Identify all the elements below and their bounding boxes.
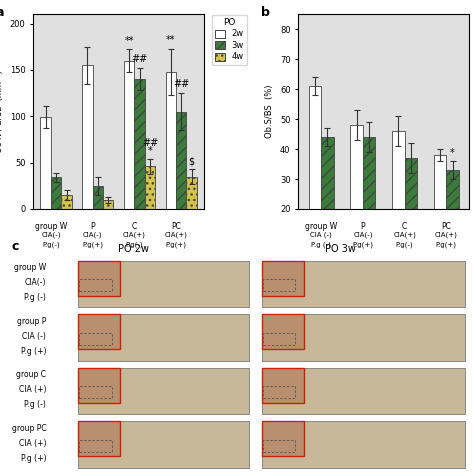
Text: ##: ## bbox=[131, 54, 148, 64]
Text: *: * bbox=[147, 146, 152, 156]
Bar bbox=[51, 178, 61, 209]
FancyBboxPatch shape bbox=[263, 421, 465, 468]
Text: P.g (-): P.g (-) bbox=[24, 294, 46, 303]
FancyBboxPatch shape bbox=[263, 421, 304, 456]
Bar bbox=[363, 137, 375, 269]
Bar bbox=[134, 79, 145, 209]
Bar bbox=[40, 117, 51, 209]
Text: P.g(-): P.g(-) bbox=[42, 241, 60, 247]
Text: P.g(-): P.g(-) bbox=[396, 241, 413, 247]
Text: C: C bbox=[132, 222, 137, 231]
Bar bbox=[103, 200, 113, 209]
Text: group W: group W bbox=[35, 222, 67, 231]
Text: PC: PC bbox=[441, 222, 451, 231]
Text: b: b bbox=[261, 7, 270, 19]
Text: P.g (+): P.g (+) bbox=[21, 454, 46, 463]
Bar bbox=[186, 177, 197, 209]
Text: CIA (+): CIA (+) bbox=[19, 385, 46, 394]
Text: P.g (-): P.g (-) bbox=[24, 400, 46, 409]
Text: c: c bbox=[12, 240, 19, 253]
Text: C: C bbox=[402, 222, 407, 231]
Bar bbox=[321, 137, 334, 269]
Y-axis label: Ob.S/BS  (%): Ob.S/BS (%) bbox=[265, 85, 274, 138]
Text: P: P bbox=[361, 222, 365, 231]
Bar bbox=[405, 158, 417, 269]
Text: CIA(+): CIA(+) bbox=[164, 231, 188, 238]
Bar bbox=[447, 170, 459, 269]
Text: $: $ bbox=[189, 156, 195, 166]
Text: CIA(+): CIA(+) bbox=[123, 231, 146, 238]
Text: P: P bbox=[91, 222, 95, 231]
Bar bbox=[145, 166, 155, 209]
Text: *: * bbox=[450, 148, 455, 158]
Text: P.g(+): P.g(+) bbox=[436, 241, 457, 247]
Text: CIA(+): CIA(+) bbox=[435, 231, 458, 238]
Text: ##: ## bbox=[173, 79, 190, 89]
Text: P.g (-): P.g (-) bbox=[311, 241, 331, 247]
Text: CIA(-): CIA(-) bbox=[83, 231, 102, 238]
Text: CIA (-): CIA (-) bbox=[310, 231, 332, 238]
Bar bbox=[165, 72, 176, 209]
FancyBboxPatch shape bbox=[78, 421, 120, 456]
Text: **: ** bbox=[166, 35, 175, 45]
Text: P.g(+): P.g(+) bbox=[165, 241, 187, 247]
Bar bbox=[392, 131, 405, 269]
Text: CIA(+): CIA(+) bbox=[393, 231, 416, 238]
Bar bbox=[176, 112, 186, 209]
Text: P.g(-): P.g(-) bbox=[126, 241, 143, 247]
Bar bbox=[309, 86, 321, 269]
Text: CIA(-): CIA(-) bbox=[353, 231, 373, 238]
FancyBboxPatch shape bbox=[78, 261, 248, 307]
Text: CIA(-): CIA(-) bbox=[41, 231, 61, 238]
Bar bbox=[61, 195, 72, 209]
FancyBboxPatch shape bbox=[78, 314, 248, 361]
Text: CIA (+): CIA (+) bbox=[19, 439, 46, 448]
FancyBboxPatch shape bbox=[78, 368, 248, 414]
Text: CIA (-): CIA (-) bbox=[22, 332, 46, 341]
Text: PO 2w: PO 2w bbox=[118, 245, 149, 255]
Text: **: ** bbox=[124, 36, 134, 46]
Text: group P: group P bbox=[17, 317, 46, 326]
Bar bbox=[124, 61, 134, 209]
FancyBboxPatch shape bbox=[78, 314, 120, 349]
FancyBboxPatch shape bbox=[263, 261, 465, 307]
FancyBboxPatch shape bbox=[263, 314, 304, 349]
Bar bbox=[350, 125, 363, 269]
FancyBboxPatch shape bbox=[263, 314, 465, 361]
Text: P.g (+): P.g (+) bbox=[21, 347, 46, 356]
FancyBboxPatch shape bbox=[78, 261, 120, 295]
Text: P.g(+): P.g(+) bbox=[352, 241, 374, 247]
Bar bbox=[92, 186, 103, 209]
Text: P.g(+): P.g(+) bbox=[82, 241, 103, 247]
Text: PC: PC bbox=[171, 222, 181, 231]
Text: a: a bbox=[0, 7, 4, 19]
FancyBboxPatch shape bbox=[263, 261, 304, 295]
Text: group W: group W bbox=[305, 222, 337, 231]
Text: group PC: group PC bbox=[12, 424, 46, 433]
Y-axis label: Oc N / area  (mm⁻²): Oc N / area (mm⁻²) bbox=[0, 70, 4, 153]
Text: group W: group W bbox=[14, 263, 46, 272]
Bar bbox=[82, 65, 92, 209]
Text: group C: group C bbox=[16, 370, 46, 379]
FancyBboxPatch shape bbox=[263, 368, 465, 414]
Text: ##: ## bbox=[142, 138, 158, 148]
Legend: 2w, 3w, 4w: 2w, 3w, 4w bbox=[212, 15, 247, 65]
FancyBboxPatch shape bbox=[78, 421, 248, 468]
Bar bbox=[434, 155, 447, 269]
Text: PO 3w: PO 3w bbox=[325, 245, 356, 255]
FancyBboxPatch shape bbox=[263, 368, 304, 403]
FancyBboxPatch shape bbox=[78, 368, 120, 403]
Text: CIA(-): CIA(-) bbox=[25, 278, 46, 287]
